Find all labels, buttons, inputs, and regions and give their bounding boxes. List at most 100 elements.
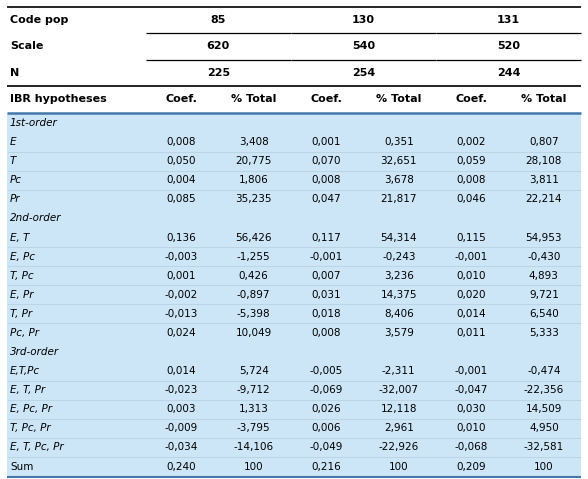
- Text: 4,893: 4,893: [529, 271, 559, 281]
- Text: 0,024: 0,024: [166, 328, 196, 338]
- Text: 0,136: 0,136: [166, 233, 196, 243]
- Text: 2,961: 2,961: [384, 423, 414, 433]
- Text: 1,313: 1,313: [239, 404, 269, 414]
- Text: Scale: Scale: [10, 42, 44, 51]
- Text: -2,311: -2,311: [382, 366, 416, 376]
- Text: 0,115: 0,115: [456, 233, 486, 243]
- Text: 540: 540: [352, 42, 375, 51]
- Text: 0,010: 0,010: [456, 271, 486, 281]
- Text: 0,026: 0,026: [312, 404, 341, 414]
- Text: E,T,Pc: E,T,Pc: [10, 366, 40, 376]
- Text: 8,406: 8,406: [384, 308, 413, 319]
- Text: 520: 520: [497, 42, 520, 51]
- Text: T, Pc: T, Pc: [10, 271, 34, 281]
- Text: 0,209: 0,209: [456, 462, 486, 472]
- Bar: [7, 113, 581, 477]
- Text: 0,007: 0,007: [312, 271, 341, 281]
- Text: 0,031: 0,031: [312, 290, 341, 300]
- Text: IBR hypotheses: IBR hypotheses: [10, 94, 107, 104]
- Text: 0,216: 0,216: [312, 462, 341, 472]
- Bar: [7, 7, 581, 34]
- Text: 0,008: 0,008: [456, 175, 486, 185]
- Text: 32,651: 32,651: [380, 156, 417, 166]
- Text: Coef.: Coef.: [310, 94, 342, 104]
- Text: Pc: Pc: [10, 175, 22, 185]
- Text: E, T: E, T: [10, 233, 29, 243]
- Text: 0,004: 0,004: [166, 175, 196, 185]
- Text: 620: 620: [206, 42, 230, 51]
- Text: E: E: [10, 137, 16, 147]
- Text: 254: 254: [352, 68, 375, 78]
- Text: 0,014: 0,014: [456, 308, 486, 319]
- Text: 3rd-order: 3rd-order: [10, 347, 59, 357]
- Text: -1,255: -1,255: [237, 252, 270, 262]
- Text: -0,243: -0,243: [382, 252, 416, 262]
- Text: 14,375: 14,375: [380, 290, 417, 300]
- Text: -3,795: -3,795: [237, 423, 270, 433]
- Text: -0,005: -0,005: [310, 366, 343, 376]
- Text: 0,426: 0,426: [239, 271, 269, 281]
- Text: E, Pc: E, Pc: [10, 252, 35, 262]
- Text: 1st-order: 1st-order: [10, 118, 58, 128]
- Text: -22,926: -22,926: [379, 442, 419, 452]
- Text: 0,011: 0,011: [456, 328, 486, 338]
- Text: -9,712: -9,712: [237, 386, 270, 395]
- Text: 35,235: 35,235: [235, 194, 272, 204]
- Text: -0,049: -0,049: [309, 442, 343, 452]
- Text: % Total: % Total: [231, 94, 276, 104]
- Text: Code pop: Code pop: [10, 15, 68, 25]
- Text: 1,806: 1,806: [239, 175, 269, 185]
- Text: 0,010: 0,010: [456, 423, 486, 433]
- Text: 54,314: 54,314: [380, 233, 417, 243]
- Text: 131: 131: [497, 15, 520, 25]
- Text: 21,817: 21,817: [380, 194, 417, 204]
- Text: 0,020: 0,020: [456, 290, 486, 300]
- Text: -14,106: -14,106: [233, 442, 274, 452]
- Text: 20,775: 20,775: [236, 156, 272, 166]
- Text: 244: 244: [497, 68, 520, 78]
- Text: 0,003: 0,003: [166, 404, 196, 414]
- Text: E, Pr: E, Pr: [10, 290, 34, 300]
- Text: 0,351: 0,351: [384, 137, 413, 147]
- Text: -0,034: -0,034: [165, 442, 198, 452]
- Bar: [7, 59, 581, 86]
- Text: 0,006: 0,006: [312, 423, 341, 433]
- Text: -0,047: -0,047: [455, 386, 488, 395]
- Text: 0,018: 0,018: [312, 308, 341, 319]
- Text: 130: 130: [352, 15, 375, 25]
- Text: -0,001: -0,001: [310, 252, 343, 262]
- Text: -32,581: -32,581: [524, 442, 564, 452]
- Text: % Total: % Total: [376, 94, 422, 104]
- Text: 2nd-order: 2nd-order: [10, 214, 62, 223]
- Text: 0,117: 0,117: [312, 233, 341, 243]
- Text: T, Pr: T, Pr: [10, 308, 32, 319]
- Text: -0,068: -0,068: [455, 442, 488, 452]
- Text: 12,118: 12,118: [380, 404, 417, 414]
- Text: 5,333: 5,333: [529, 328, 559, 338]
- Text: T, Pc, Pr: T, Pc, Pr: [10, 423, 51, 433]
- Text: -0,013: -0,013: [165, 308, 198, 319]
- Bar: [7, 86, 581, 113]
- Text: E, T, Pc, Pr: E, T, Pc, Pr: [10, 442, 64, 452]
- Text: Pr: Pr: [10, 194, 21, 204]
- Text: 0,059: 0,059: [456, 156, 486, 166]
- Text: -0,023: -0,023: [165, 386, 198, 395]
- Text: -0,897: -0,897: [237, 290, 270, 300]
- Text: 0,008: 0,008: [166, 137, 196, 147]
- Text: 22,214: 22,214: [526, 194, 562, 204]
- Text: 3,236: 3,236: [384, 271, 414, 281]
- Text: 6,540: 6,540: [529, 308, 559, 319]
- Text: Pc, Pr: Pc, Pr: [10, 328, 39, 338]
- Text: 100: 100: [244, 462, 263, 472]
- Text: % Total: % Total: [521, 94, 567, 104]
- Text: -0,001: -0,001: [455, 252, 488, 262]
- Text: 0,046: 0,046: [456, 194, 486, 204]
- Text: 10,049: 10,049: [236, 328, 272, 338]
- Text: 54,953: 54,953: [526, 233, 562, 243]
- Text: 0,008: 0,008: [312, 175, 341, 185]
- Text: -0,069: -0,069: [309, 386, 343, 395]
- Text: -0,003: -0,003: [165, 252, 198, 262]
- Text: 28,108: 28,108: [526, 156, 562, 166]
- Text: 100: 100: [389, 462, 409, 472]
- Text: 5,724: 5,724: [239, 366, 269, 376]
